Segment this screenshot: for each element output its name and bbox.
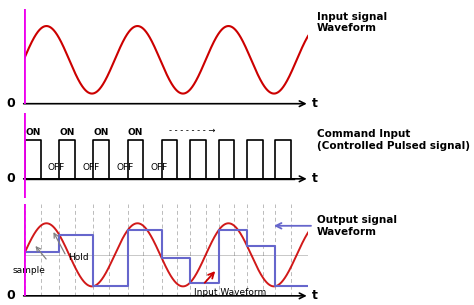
Text: Output signal
Waveform: Output signal Waveform (317, 215, 397, 237)
Text: t: t (312, 172, 318, 185)
Text: ON: ON (128, 128, 143, 137)
Text: Input Waveform: Input Waveform (194, 288, 266, 297)
Text: OFF: OFF (150, 163, 167, 172)
Text: ON: ON (25, 128, 41, 137)
Text: sample: sample (13, 266, 46, 275)
Text: ON: ON (59, 128, 75, 137)
Text: OFF: OFF (82, 163, 99, 172)
Text: Hold: Hold (68, 253, 89, 263)
Text: Command Input
(Controlled Pulsed signal): Command Input (Controlled Pulsed signal) (317, 129, 470, 151)
Text: Input signal
Waveform: Input signal Waveform (317, 12, 387, 34)
Text: 0: 0 (7, 172, 15, 185)
Text: OFF: OFF (116, 163, 133, 172)
Text: 0: 0 (7, 289, 15, 302)
Text: OFF: OFF (48, 163, 65, 172)
Text: t: t (312, 97, 318, 110)
Text: - - - - - - - →: - - - - - - - → (170, 126, 216, 135)
Text: 0: 0 (7, 97, 15, 110)
Text: ON: ON (93, 128, 109, 137)
Text: t: t (312, 289, 318, 302)
